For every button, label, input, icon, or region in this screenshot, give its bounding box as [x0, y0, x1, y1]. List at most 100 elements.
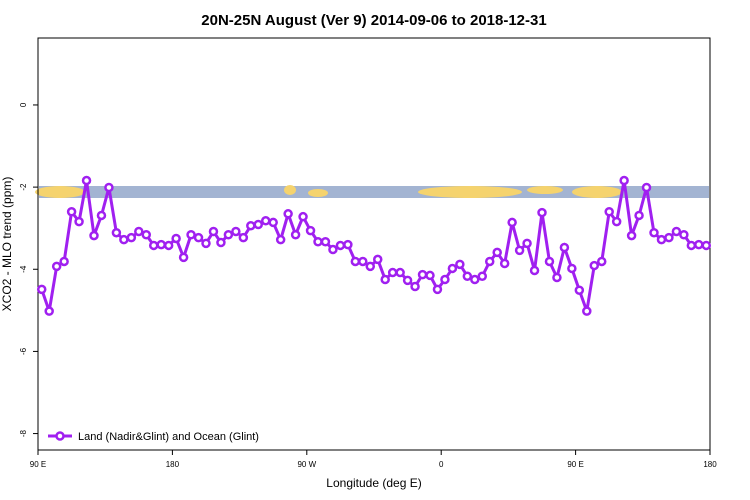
data-point	[372, 254, 383, 265]
data-point	[701, 240, 712, 251]
data-point	[440, 274, 450, 285]
data-point	[574, 285, 585, 295]
data-point	[141, 230, 152, 240]
y-axis-label: XCO2 - MLO trend (ppm)	[0, 177, 14, 312]
y-tick-label: -2	[19, 183, 28, 191]
data-point	[611, 216, 622, 227]
data-point	[432, 284, 443, 295]
data-point	[641, 182, 652, 193]
data-point	[96, 210, 107, 221]
data-point	[163, 240, 174, 251]
data-point	[395, 267, 405, 278]
data-point	[193, 232, 204, 243]
data-point	[44, 306, 54, 316]
data-point	[425, 270, 435, 281]
data-point	[66, 207, 77, 217]
data-point	[567, 263, 577, 274]
data-point	[679, 230, 689, 240]
y-tick-label: -8	[19, 429, 28, 437]
data-point	[477, 271, 488, 281]
data-point	[559, 242, 570, 253]
data-point	[686, 240, 697, 251]
data-point	[51, 261, 62, 272]
data-point	[156, 239, 166, 250]
data-point	[552, 272, 562, 283]
data-point	[402, 275, 413, 286]
data-point	[268, 217, 278, 228]
data-point	[350, 256, 361, 267]
data-point	[537, 207, 547, 218]
data-point	[171, 233, 181, 244]
y-tick-label: 0	[19, 102, 28, 107]
data-point	[455, 259, 465, 270]
legend-label: Land (Nadir&Glint) and Ocean (Glint)	[78, 431, 259, 443]
data-point	[335, 240, 346, 251]
data-point	[305, 225, 316, 236]
data-point	[208, 226, 219, 237]
data-point	[358, 256, 368, 267]
x-tick-label: 90 E	[567, 460, 583, 469]
data-point	[36, 284, 47, 295]
data-point	[126, 232, 137, 243]
data-point	[111, 227, 122, 238]
data-point	[380, 274, 390, 285]
data-point	[649, 227, 659, 238]
data-point	[186, 230, 196, 240]
data-point	[134, 226, 144, 237]
x-tick-label: 90 W	[297, 460, 316, 469]
data-point	[148, 240, 159, 251]
data-point	[89, 230, 99, 241]
land-ocean-strip	[35, 185, 709, 198]
data-point	[246, 220, 256, 231]
data-point	[604, 207, 614, 217]
data-point	[596, 256, 607, 267]
chart-title: 20N-25N August (Ver 9) 2014-09-06 to 201…	[201, 12, 546, 29]
data-point	[522, 238, 532, 249]
legend-marker	[55, 431, 65, 441]
y-tick-label: -6	[19, 347, 28, 355]
data-point	[671, 226, 682, 237]
data-point	[484, 256, 495, 267]
data-point	[470, 274, 480, 285]
data-point	[260, 216, 271, 226]
data-point	[507, 217, 517, 228]
data-point	[201, 238, 211, 249]
data-point	[462, 271, 473, 281]
x-tick-label: 90 E	[30, 460, 46, 469]
data-point	[238, 232, 249, 243]
data-point	[216, 237, 226, 248]
data-point	[544, 256, 555, 267]
data-point	[59, 256, 69, 267]
data-point	[81, 175, 92, 186]
data-point	[275, 234, 286, 245]
data-point	[119, 234, 129, 245]
plot-frame	[37, 37, 711, 451]
data-point	[313, 236, 323, 247]
data-point	[499, 258, 510, 269]
data-point	[231, 226, 241, 237]
x-tick-label: 180	[166, 460, 180, 469]
data-point	[320, 236, 331, 247]
x-axis-label: Longitude (deg E)	[326, 476, 421, 490]
data-point	[589, 260, 600, 271]
data-point	[290, 230, 301, 240]
data-point	[104, 182, 114, 193]
data-point	[634, 210, 644, 221]
y-tick-label: -4	[19, 265, 28, 273]
data-point	[664, 232, 674, 243]
data-point	[582, 306, 592, 316]
data-point	[492, 247, 502, 258]
data-point	[253, 219, 264, 230]
data-point	[298, 211, 308, 222]
data-point	[514, 245, 525, 256]
data-point	[694, 239, 704, 250]
data-point	[529, 265, 540, 276]
data-point	[626, 230, 637, 241]
data-point	[656, 234, 667, 245]
data-point	[74, 216, 84, 227]
data-point	[619, 175, 629, 186]
data-point	[365, 261, 376, 272]
data-point	[343, 239, 353, 250]
data-point	[223, 230, 234, 240]
